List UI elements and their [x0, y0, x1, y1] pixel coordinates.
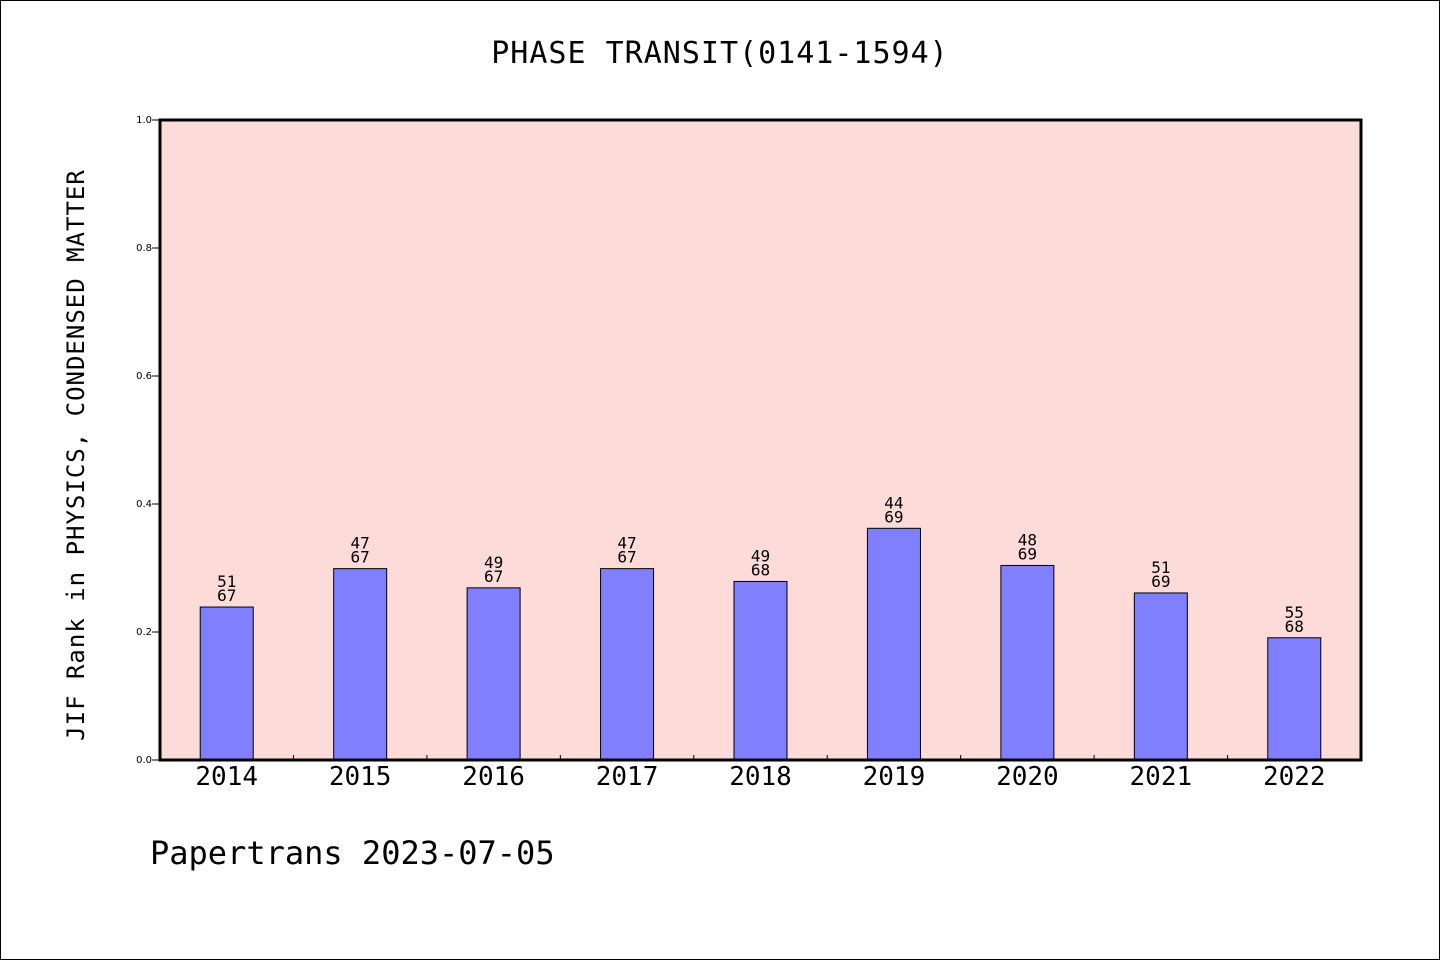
footer-credit: Papertrans 2023-07-05 [150, 834, 555, 872]
y-tick-label: 0.2 [136, 627, 152, 638]
x-tick-label: 2014 [195, 762, 258, 792]
bar-total-label: 68 [1285, 617, 1304, 636]
x-tick-label: 2022 [1263, 762, 1326, 792]
ticks-layer: 0.0 0.2 0.4 0.6 0.8 1.0 2014 2015 2016 2017 2018 20… [136, 115, 1325, 792]
bar [866, 527, 921, 761]
bar-rank-label: 47 [351, 534, 370, 553]
x-tick-label: 2016 [462, 762, 525, 792]
bar-rank-label: 48 [1018, 530, 1037, 549]
bar-rank-label: 49 [751, 546, 770, 565]
plot-border [158, 118, 1363, 762]
bar [733, 580, 788, 761]
x-tick-label: 2020 [996, 762, 1059, 792]
chart-title: PHASE TRANSIT(0141-1594) [491, 36, 949, 71]
bar-total-label: 69 [884, 507, 903, 526]
x-tick-label: 2021 [1130, 762, 1193, 792]
bar-rank-label: 44 [884, 493, 903, 512]
bar-total-label: 67 [617, 548, 636, 567]
bar [600, 568, 655, 761]
x-tick-label: 2017 [596, 762, 659, 792]
bar-total-label: 68 [751, 560, 770, 579]
bar [466, 587, 521, 761]
bar [1000, 564, 1055, 761]
bar-total-label: 69 [1018, 544, 1037, 563]
bar [199, 606, 254, 761]
bar-rank-label: 51 [1151, 558, 1170, 577]
bar-rank-label: 49 [484, 553, 503, 572]
y-tick-label: 0.6 [136, 371, 152, 382]
bar [333, 568, 388, 761]
y-tick-label: 0.8 [136, 243, 152, 254]
y-tick-label: 1.0 [136, 115, 152, 126]
bar-total-label: 69 [1151, 572, 1170, 591]
bar-rank-label: 47 [617, 534, 636, 553]
bar [1267, 637, 1322, 761]
bar-total-label: 67 [484, 567, 503, 586]
y-tick-label: 0.4 [136, 499, 152, 510]
bar-total-label: 67 [217, 586, 236, 605]
bar-rank-label: 51 [217, 572, 236, 591]
bar-total-label: 67 [351, 548, 370, 567]
y-tick-label: 0.0 [136, 755, 152, 766]
x-tick-label: 2019 [863, 762, 926, 792]
x-tick-label: 2015 [329, 762, 392, 792]
x-tick-label: 2018 [729, 762, 792, 792]
bar-rank-label: 55 [1285, 603, 1304, 622]
bar [1133, 592, 1188, 761]
